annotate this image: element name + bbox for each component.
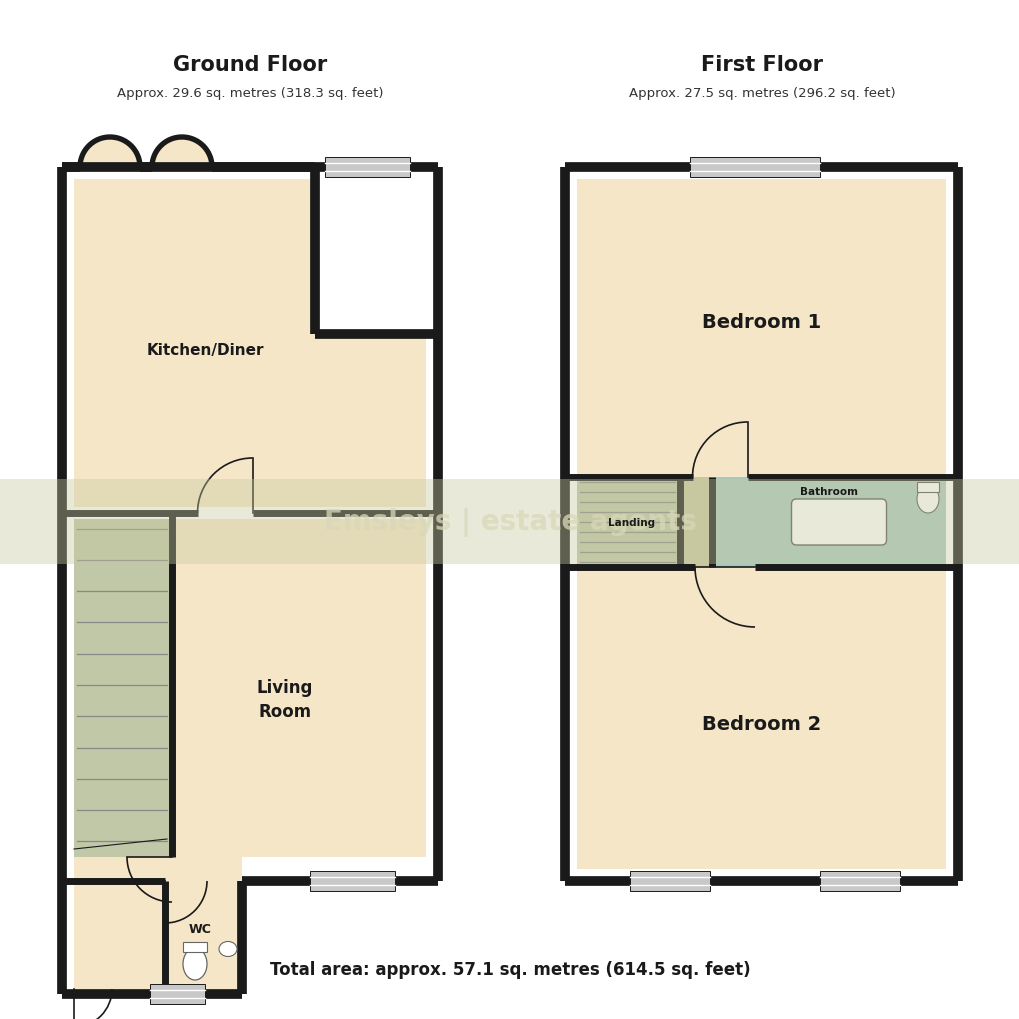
- Bar: [577, 179, 945, 478]
- Text: Bathroom: Bathroom: [799, 486, 857, 496]
- Text: Total area: approx. 57.1 sq. metres (614.5 sq. feet): Total area: approx. 57.1 sq. metres (614…: [269, 960, 750, 978]
- Text: Emsleys | estate agents: Emsleys | estate agents: [323, 507, 696, 536]
- Bar: [74, 857, 172, 994]
- Polygon shape: [152, 138, 212, 168]
- Bar: [74, 857, 242, 994]
- Bar: [325, 158, 410, 178]
- Bar: [310, 871, 394, 892]
- Text: Landing: Landing: [608, 518, 655, 528]
- Bar: [630, 871, 709, 892]
- Text: Bedroom 2: Bedroom 2: [701, 714, 820, 734]
- Ellipse shape: [916, 485, 938, 514]
- Text: Approx. 29.6 sq. metres (318.3 sq. feet): Approx. 29.6 sq. metres (318.3 sq. feet): [116, 87, 383, 100]
- Bar: [0, 480, 1019, 565]
- Bar: [711, 478, 945, 568]
- Bar: [74, 520, 172, 857]
- Text: Approx. 27.5 sq. metres (296.2 sq. feet): Approx. 27.5 sq. metres (296.2 sq. feet): [628, 87, 895, 100]
- Text: Kitchen/Diner: Kitchen/Diner: [146, 342, 264, 357]
- Text: WC: WC: [189, 922, 211, 935]
- Bar: [819, 871, 899, 892]
- Text: Living
Room: Living Room: [257, 679, 313, 720]
- Polygon shape: [79, 138, 140, 168]
- Text: Bedroom 1: Bedroom 1: [701, 313, 820, 332]
- Bar: [577, 478, 680, 568]
- Text: First Floor: First Floor: [700, 55, 822, 75]
- FancyBboxPatch shape: [791, 499, 886, 545]
- Bar: [182, 943, 207, 952]
- Text: Ground Floor: Ground Floor: [172, 55, 327, 75]
- Polygon shape: [74, 179, 426, 507]
- Bar: [916, 483, 938, 492]
- Bar: [689, 158, 819, 178]
- Ellipse shape: [182, 948, 207, 980]
- Bar: [577, 568, 945, 869]
- Bar: [74, 520, 426, 857]
- Ellipse shape: [219, 942, 236, 957]
- Bar: [680, 478, 711, 568]
- Bar: [150, 984, 205, 1004]
